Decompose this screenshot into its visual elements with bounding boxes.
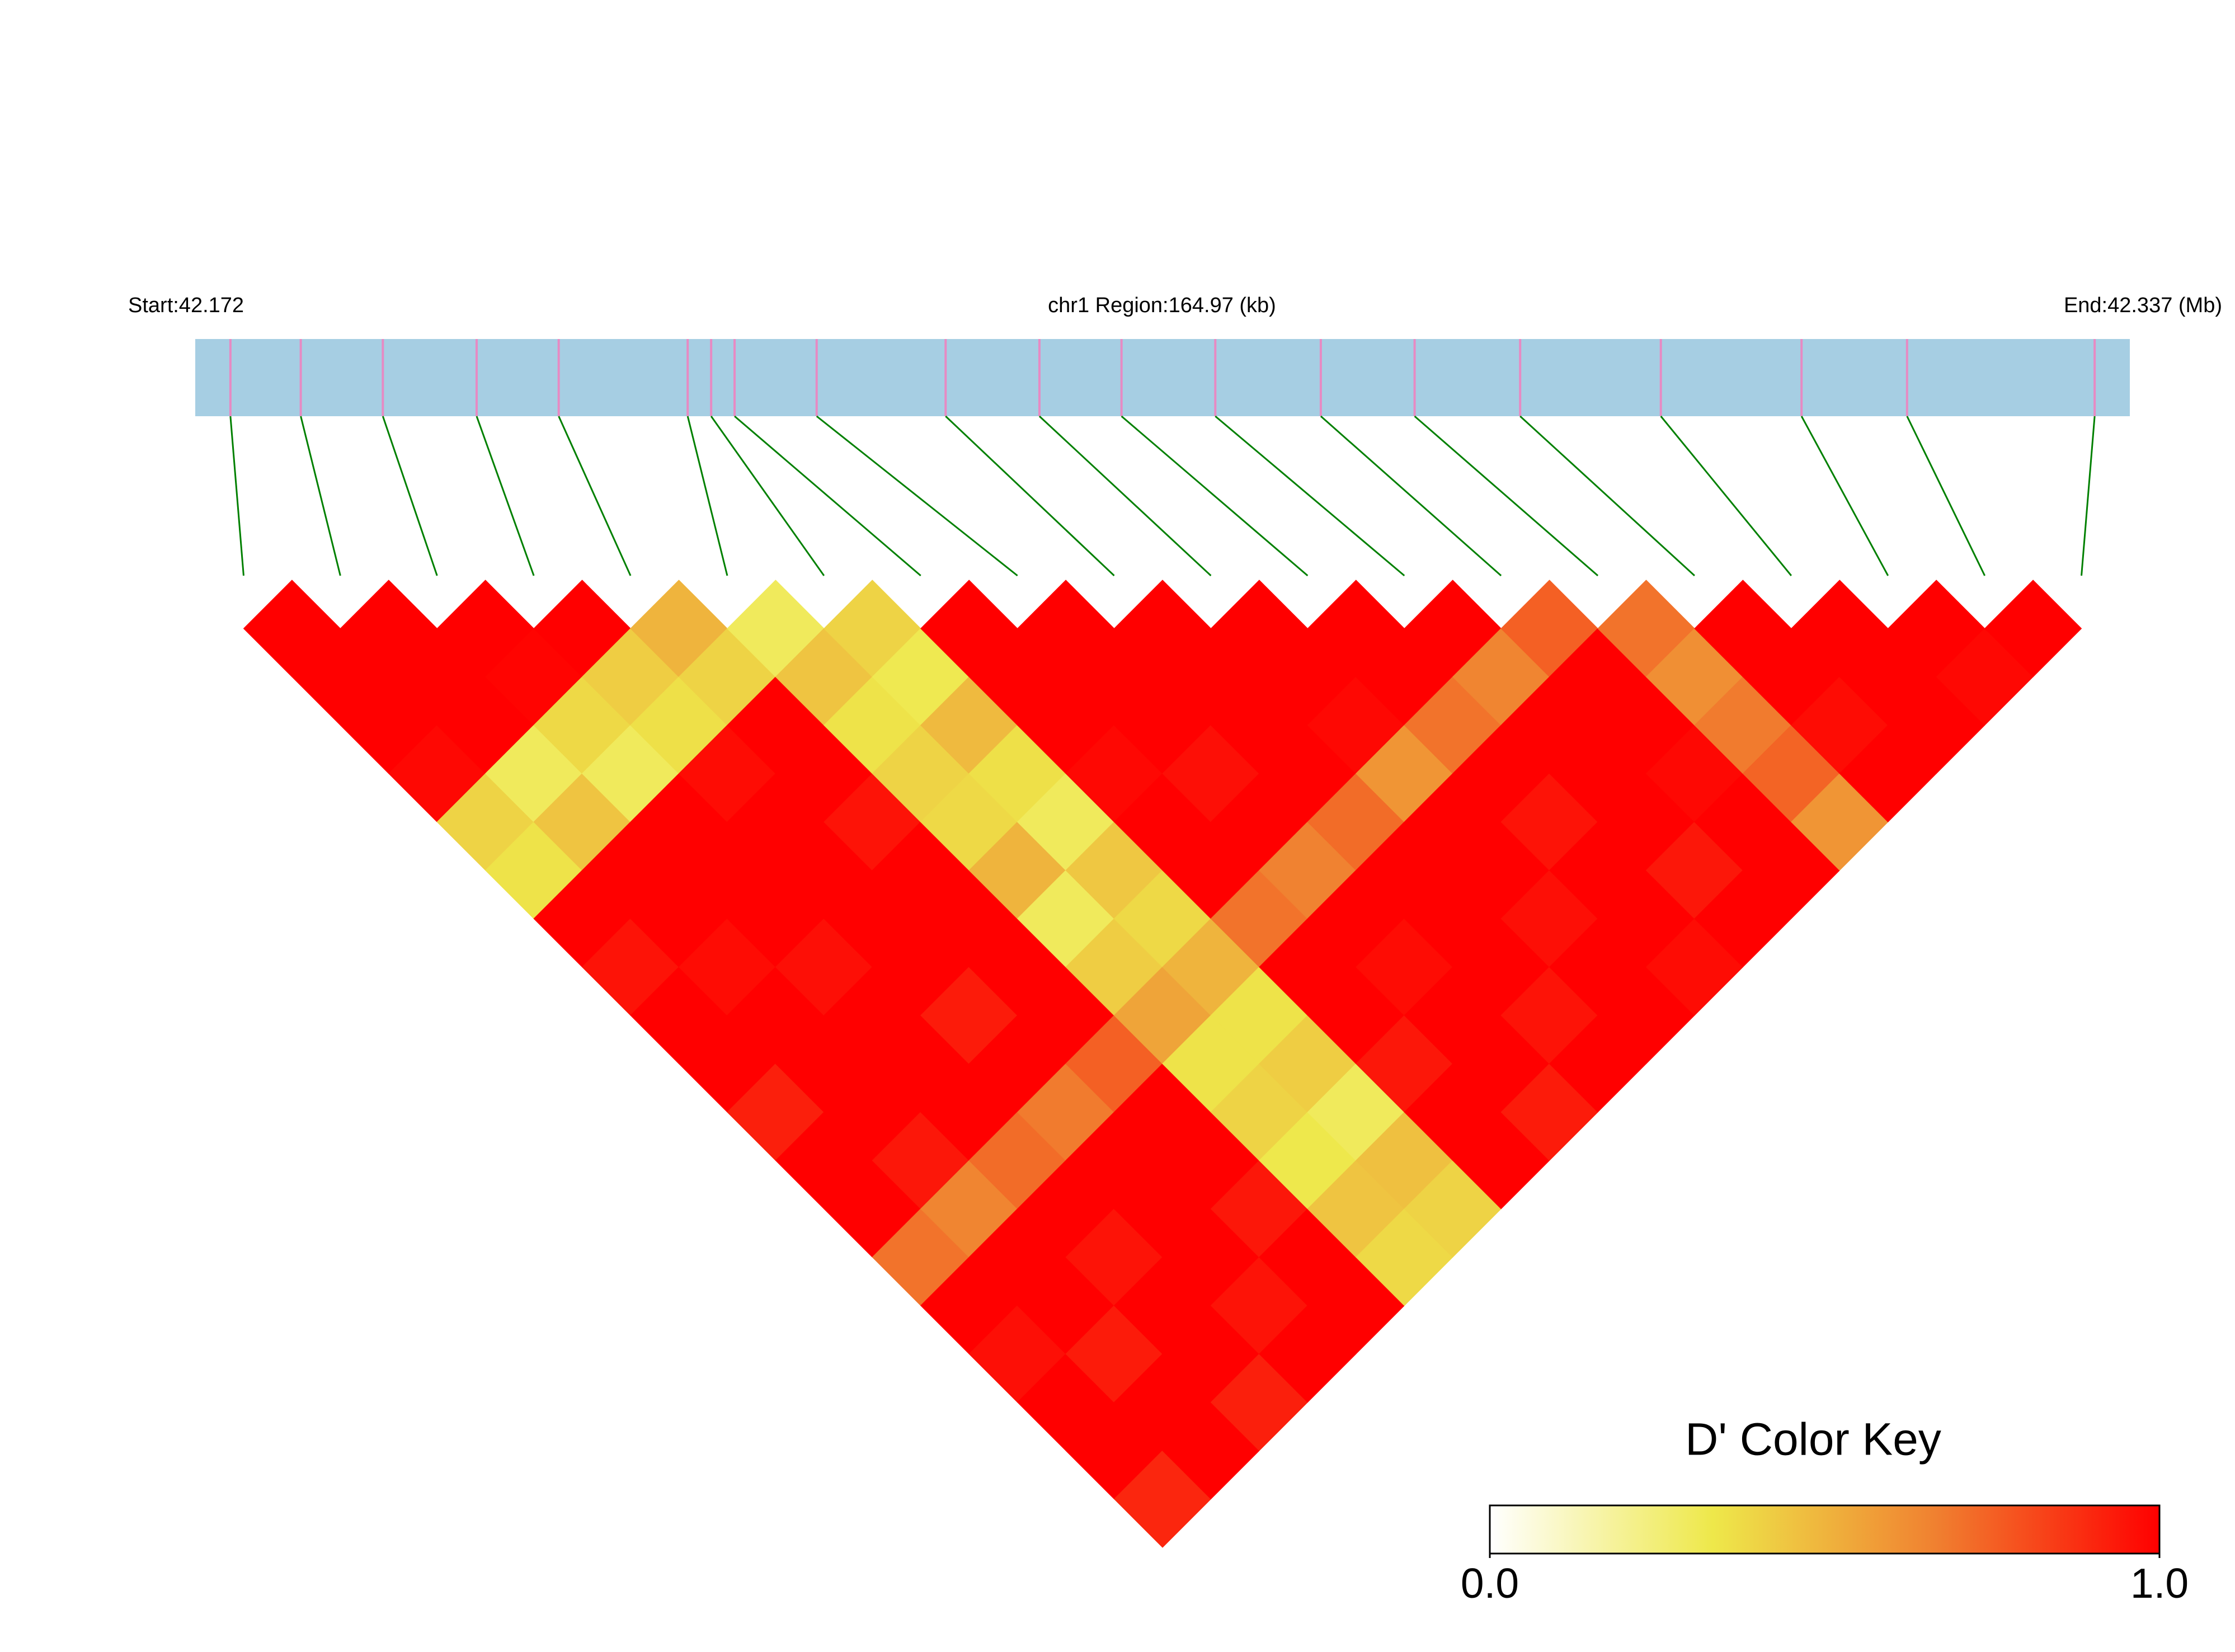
key-tick-label: 1.0 — [2130, 1560, 2189, 1607]
snp-link — [1038, 415, 1212, 577]
region-label: chr1 Region:164.97 (kb) — [1048, 294, 1276, 317]
snp-link — [1519, 415, 1695, 577]
snp-link — [558, 416, 632, 576]
snp-link — [1215, 415, 1405, 577]
snp-link — [300, 416, 341, 576]
snp-link — [1906, 416, 1985, 576]
start-label: Start:42.172 — [128, 294, 244, 317]
snp-link — [1320, 415, 1502, 577]
ld-cell — [1984, 580, 2082, 677]
region-bar — [195, 339, 2130, 416]
snp-link — [1800, 416, 1889, 576]
snp-link — [816, 415, 1018, 577]
color-key — [1489, 1504, 2161, 1555]
key-title: D' Color Key — [1685, 1414, 1941, 1465]
snp-link — [476, 416, 535, 576]
snp-link — [1414, 415, 1599, 577]
snp-link — [1660, 416, 1792, 576]
end-label: End:42.337 (Mb) — [2064, 294, 2222, 317]
snp-link — [945, 415, 1115, 577]
key-tick-label: 0.0 — [1461, 1560, 1519, 1607]
snp-link — [734, 415, 921, 577]
snp-link — [710, 416, 825, 576]
snp-link — [229, 416, 244, 576]
snp-link — [2081, 416, 2096, 576]
snp-link — [382, 416, 438, 576]
snp-link — [1121, 415, 1309, 577]
snp-link — [686, 416, 728, 576]
